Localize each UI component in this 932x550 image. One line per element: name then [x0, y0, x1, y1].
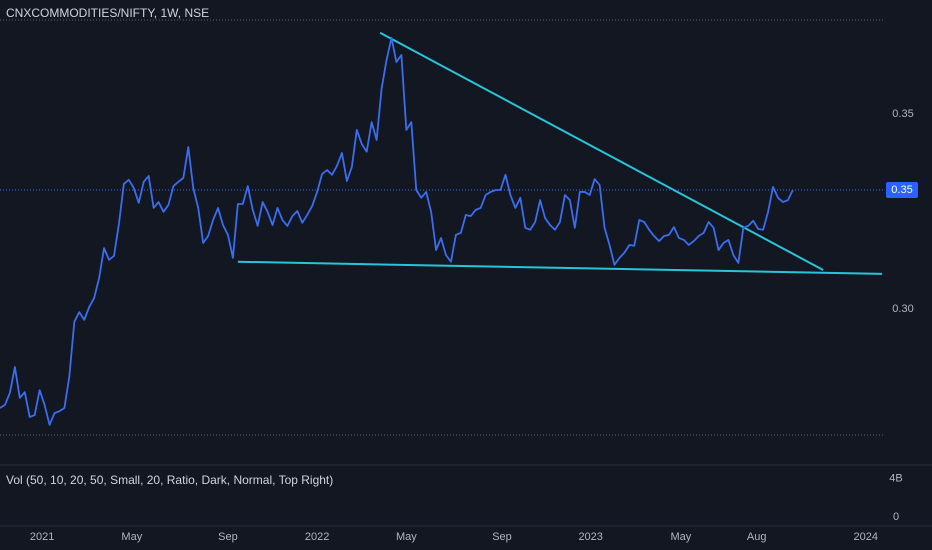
volume-legend: Vol (50, 10, 20, 50, Small, 20, Ratio, D… — [6, 473, 333, 487]
x-tick-label: 2021 — [30, 531, 54, 543]
x-tick-label: May — [670, 531, 691, 543]
chart-title: CNXCOMMODITIES/NIFTY, 1W, NSE — [6, 6, 209, 20]
y-tick-label: 0.35 — [892, 108, 913, 120]
x-tick-label: 2023 — [578, 531, 602, 543]
last-price-box — [886, 181, 918, 198]
x-tick-label: May — [396, 531, 417, 543]
volume-tick-label: 0 — [893, 511, 899, 523]
x-tick-label: 2022 — [305, 531, 329, 543]
x-tick-label: 2024 — [853, 531, 877, 543]
price-line — [0, 36, 794, 426]
x-tick-label: Sep — [218, 531, 238, 543]
x-tick-label: Sep — [492, 531, 512, 543]
trend-line — [237, 260, 883, 275]
volume-tick-label: 4B — [889, 473, 902, 485]
x-tick-label: May — [121, 531, 142, 543]
last-price-label: 0.35 — [891, 184, 912, 196]
x-tick-label: Aug — [747, 531, 767, 543]
y-tick-label: 0.30 — [892, 303, 913, 315]
trend-line — [379, 31, 824, 271]
